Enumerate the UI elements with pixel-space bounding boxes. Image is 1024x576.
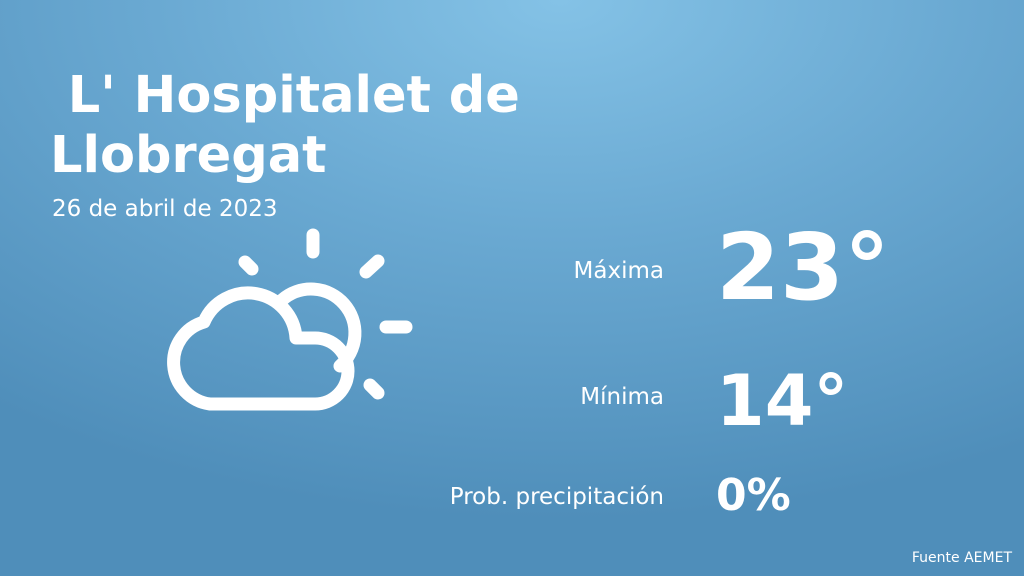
min-label: Mínima bbox=[580, 384, 664, 410]
city-name: L' Hospitalet de Llobregat bbox=[50, 66, 520, 185]
source: Fuente AEMET bbox=[911, 550, 1012, 566]
precip-label: Prob. precipitación bbox=[449, 484, 664, 510]
precip-value: 0% bbox=[716, 470, 791, 521]
min-value: 14° bbox=[716, 360, 849, 442]
max-value: 23° bbox=[716, 214, 891, 321]
max-label: Máxima bbox=[573, 258, 664, 284]
date: 26 de abril de 2023 bbox=[52, 196, 278, 222]
city-title: L' Hospitalet de Llobregat bbox=[50, 66, 650, 186]
